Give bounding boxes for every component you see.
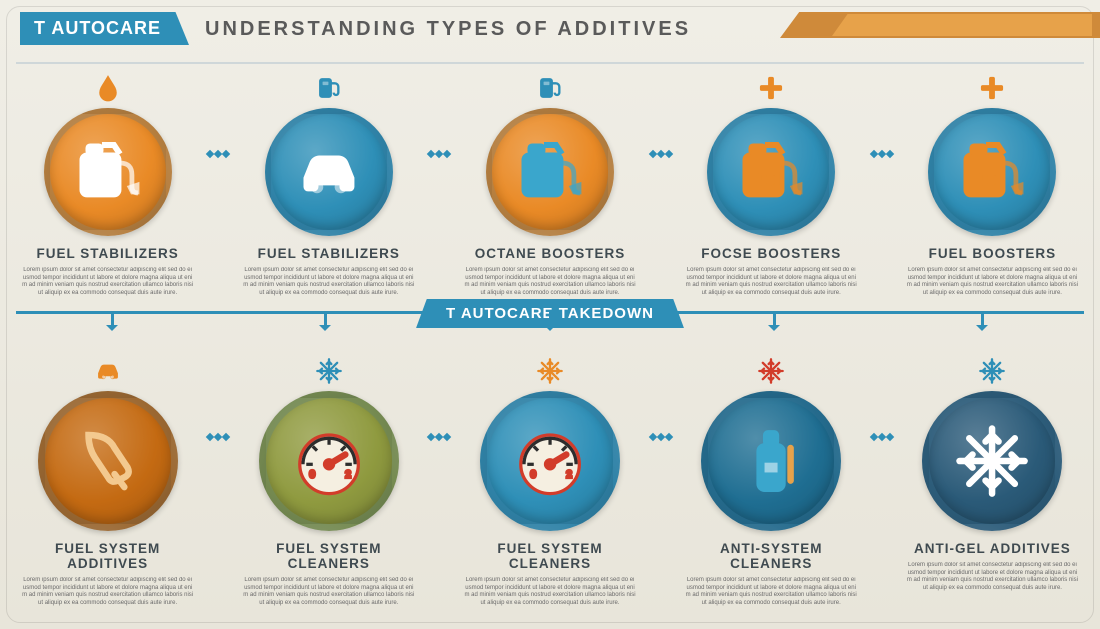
plus-icon xyxy=(757,74,785,102)
card-label: ANTI-GEL ADDITIVES xyxy=(914,541,1071,556)
card-circle xyxy=(259,391,399,531)
card-label: ANTI-SYSTEM CLEANERS xyxy=(680,541,863,571)
card-circle xyxy=(701,391,841,531)
card-desc: Lorem ipsum dolor sit amet consectetur a… xyxy=(16,577,199,607)
card-label: FUEL STABILIZERS xyxy=(36,246,178,261)
additive-card: FOCSE BOOSTERS Lorem ipsum dolor sit amet… xyxy=(680,74,863,297)
page-title: UNDERSTANDING TYPES OF ADDITIVES xyxy=(189,12,691,41)
additive-card: FUEL SYSTEM CLEANERS Lorem ipsum dolor si… xyxy=(237,357,420,607)
card-label: FUEL SYSTEM CLEANERS xyxy=(237,541,420,571)
additive-card: FUEL STABILIZERS Lorem ipsum dolor sit am… xyxy=(237,74,420,297)
card-label: OCTANE BOOSTERS xyxy=(475,246,626,261)
car-icon xyxy=(94,357,122,385)
mid-band: T AUTOCARE TAKEDOWN xyxy=(16,303,1084,343)
card-desc: Lorem ipsum dolor sit amet consectetur a… xyxy=(680,267,863,297)
card-circle xyxy=(707,108,835,236)
additive-card: ANTI-GEL ADDITIVES Lorem ipsum dolor sit … xyxy=(901,357,1084,592)
card-desc: Lorem ipsum dolor sit amet consectetur a… xyxy=(237,267,420,297)
flake-icon xyxy=(978,357,1006,385)
card-circle xyxy=(265,108,393,236)
header: T AUTOCARE UNDERSTANDING TYPES OF ADDITI… xyxy=(0,0,1100,62)
card-desc: Lorem ipsum dolor sit amet consectetur a… xyxy=(458,267,641,297)
additive-card: ANTI-SYSTEM CLEANERS Lorem ipsum dolor si… xyxy=(680,357,863,607)
additive-card: FUEL SYSTEM ADDITIVES Lorem ipsum dolor s… xyxy=(16,357,199,607)
card-circle xyxy=(480,391,620,531)
divider xyxy=(16,62,1084,64)
card-desc: Lorem ipsum dolor sit amet consectetur a… xyxy=(458,577,641,607)
card-desc: Lorem ipsum dolor sit amet consectetur a… xyxy=(901,562,1084,592)
card-desc: Lorem ipsum dolor sit amet consectetur a… xyxy=(680,577,863,607)
card-desc: Lorem ipsum dolor sit amet consectetur a… xyxy=(237,577,420,607)
pump-icon xyxy=(536,74,564,102)
header-stripe xyxy=(780,12,1100,38)
card-desc: Lorem ipsum dolor sit amet consectetur a… xyxy=(901,267,1084,297)
additive-card: OCTANE BOOSTERS Lorem ipsum dolor sit ame… xyxy=(458,74,641,297)
additive-card: FUEL SYSTEM CLEANERS Lorem ipsum dolor si… xyxy=(458,357,641,607)
card-desc: Lorem ipsum dolor sit amet consectetur a… xyxy=(16,267,199,297)
card-circle xyxy=(928,108,1056,236)
card-circle xyxy=(44,108,172,236)
card-label: FUEL BOOSTERS xyxy=(929,246,1057,261)
drop-icon xyxy=(94,74,122,102)
pump-icon xyxy=(315,74,343,102)
brand-tab: T AUTOCARE xyxy=(20,12,189,45)
card-circle xyxy=(922,391,1062,531)
card-label: FUEL STABILIZERS xyxy=(258,246,400,261)
flake-icon xyxy=(315,357,343,385)
additive-card: FUEL BOOSTERS Lorem ipsum dolor sit amet … xyxy=(901,74,1084,297)
flake-icon xyxy=(757,357,785,385)
card-circle xyxy=(38,391,178,531)
card-label: FUEL SYSTEM ADDITIVES xyxy=(16,541,199,571)
row-2: FUEL SYSTEM ADDITIVES Lorem ipsum dolor s… xyxy=(0,347,1100,607)
card-label: FOCSE BOOSTERS xyxy=(701,246,841,261)
flake-icon xyxy=(536,357,564,385)
card-label: FUEL SYSTEM CLEANERS xyxy=(458,541,641,571)
plus-icon xyxy=(978,74,1006,102)
card-circle xyxy=(486,108,614,236)
additive-card: FUEL STABILIZERS Lorem ipsum dolor sit am… xyxy=(16,74,199,297)
row-1: FUEL STABILIZERS Lorem ipsum dolor sit am… xyxy=(0,64,1100,297)
